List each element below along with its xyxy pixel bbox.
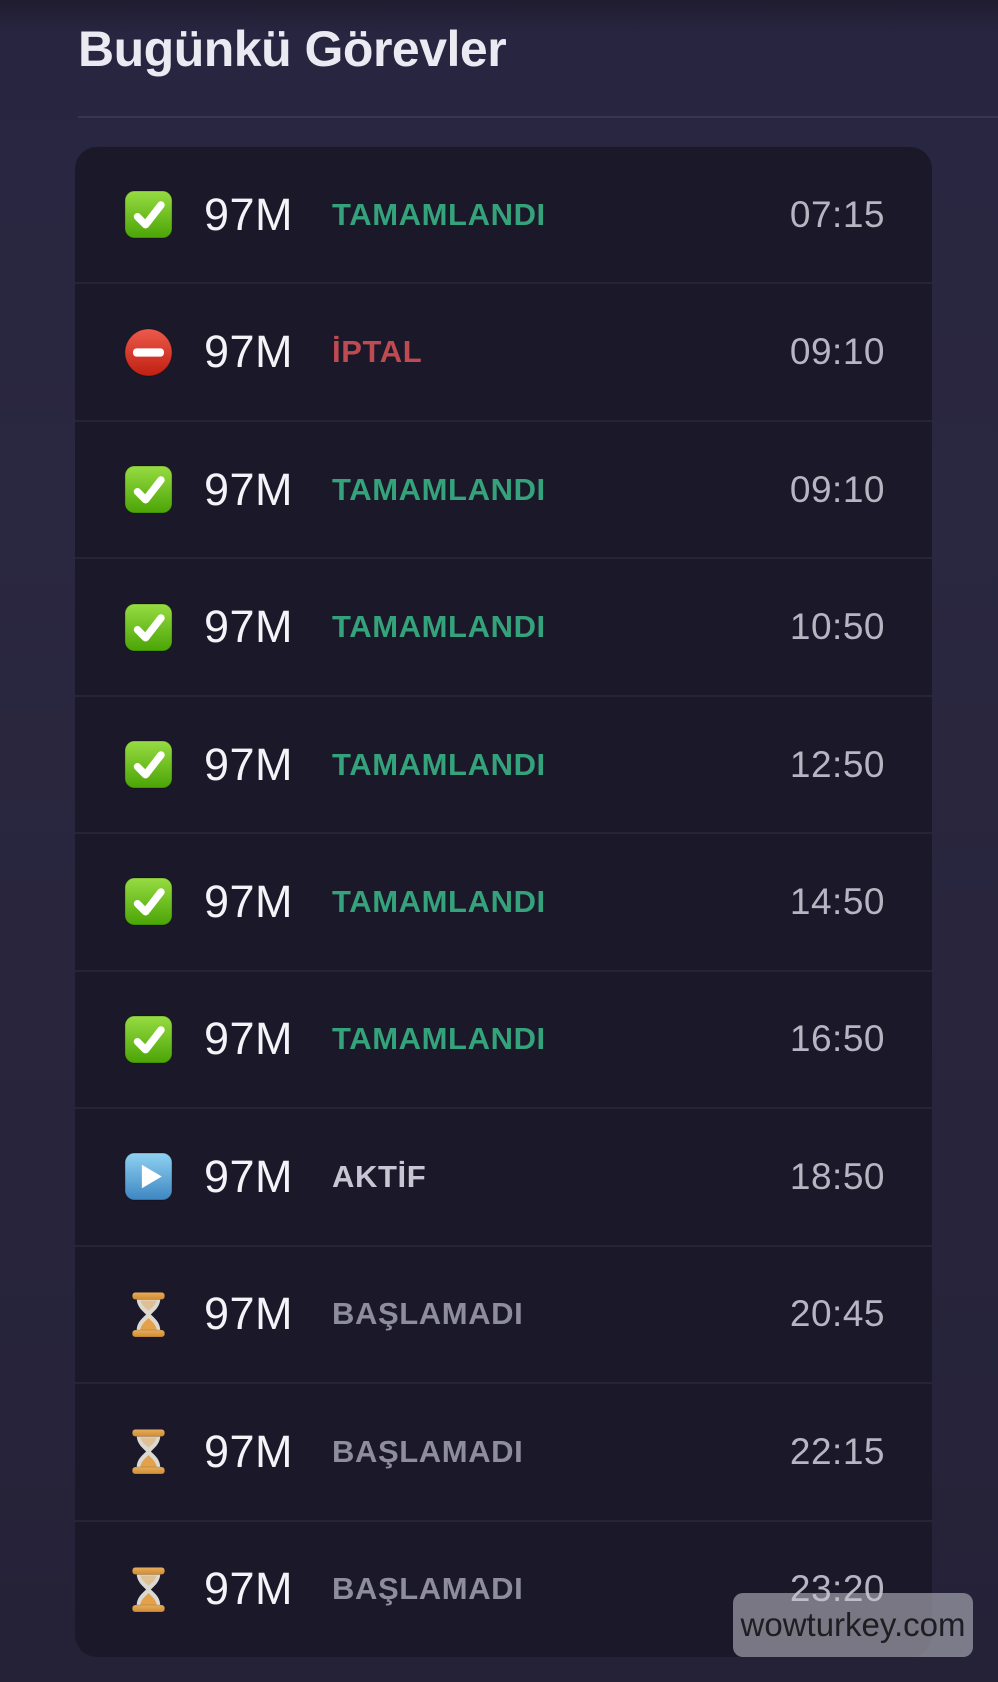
- task-name: 97M: [204, 1150, 294, 1202]
- task-row[interactable]: 97M TAMAMLANDI 10:50: [75, 557, 932, 694]
- task-row[interactable]: 97M BAŞLAMADI 20:45: [75, 1244, 932, 1382]
- task-row[interactable]: 97M TAMAMLANDI 16:50: [75, 969, 932, 1107]
- task-status: BAŞLAMADI: [332, 1296, 524, 1332]
- task-row[interactable]: 97M BAŞLAMADI 23:20: [75, 1519, 932, 1657]
- task-row[interactable]: 97M TAMAMLANDI 07:15: [75, 147, 932, 282]
- task-time: 16:50: [789, 1018, 885, 1060]
- task-time: 20:45: [789, 1293, 885, 1335]
- task-time: 14:50: [789, 880, 885, 922]
- hourglass-icon: [122, 1563, 175, 1616]
- hourglass-icon: [122, 1288, 175, 1341]
- task-time: 09:10: [789, 331, 885, 373]
- task-time: 09:10: [789, 468, 885, 510]
- task-status: TAMAMLANDI: [332, 1021, 546, 1057]
- check-icon: [122, 188, 175, 241]
- task-name: 97M: [204, 1425, 294, 1477]
- task-status: BAŞLAMADI: [332, 1571, 524, 1607]
- no-entry-icon: [122, 326, 175, 379]
- task-row[interactable]: 97M BAŞLAMADI 22:15: [75, 1382, 932, 1519]
- check-icon: [122, 875, 175, 928]
- task-name: 97M: [204, 1288, 294, 1340]
- task-time: 12:50: [789, 743, 885, 785]
- check-icon: [122, 1013, 175, 1066]
- task-status: TAMAMLANDI: [332, 746, 546, 782]
- task-row[interactable]: 97M TAMAMLANDI 09:10: [75, 419, 932, 557]
- page-title: Bugünkü Görevler: [78, 21, 507, 77]
- play-icon: [122, 1150, 175, 1203]
- task-row[interactable]: 97M AKTİF 18:50: [75, 1107, 932, 1244]
- task-status: TAMAMLANDI: [332, 609, 546, 645]
- task-time: 07:15: [789, 193, 885, 235]
- check-icon: [122, 463, 175, 516]
- task-row[interactable]: 97M İPTAL 09:10: [75, 282, 932, 419]
- task-status: İPTAL: [332, 334, 423, 370]
- task-row[interactable]: 97M TAMAMLANDI 12:50: [75, 694, 932, 832]
- header-divider: [78, 116, 998, 118]
- task-status: TAMAMLANDI: [332, 196, 546, 232]
- task-name: 97M: [204, 1563, 294, 1615]
- task-name: 97M: [204, 326, 294, 378]
- task-status: TAMAMLANDI: [332, 883, 546, 919]
- task-list-card: 97M TAMAMLANDI 07:15 97M İPTAL 09:10 97M…: [75, 147, 932, 1657]
- task-row[interactable]: 97M TAMAMLANDI 14:50: [75, 832, 932, 969]
- task-status: BAŞLAMADI: [332, 1433, 524, 1469]
- task-name: 97M: [204, 738, 294, 790]
- task-time: 22:15: [789, 1430, 885, 1472]
- task-status: TAMAMLANDI: [332, 471, 546, 507]
- check-icon: [122, 601, 175, 654]
- watermark: wowturkey.com: [733, 1593, 973, 1657]
- hourglass-icon: [122, 1425, 175, 1478]
- task-status: AKTİF: [332, 1158, 427, 1194]
- task-name: 97M: [204, 463, 294, 515]
- task-time: 18:50: [789, 1155, 885, 1197]
- task-name: 97M: [204, 601, 294, 653]
- task-name: 97M: [204, 875, 294, 927]
- task-name: 97M: [204, 1013, 294, 1065]
- task-time: 10:50: [789, 606, 885, 648]
- check-icon: [122, 738, 175, 791]
- task-name: 97M: [204, 188, 294, 240]
